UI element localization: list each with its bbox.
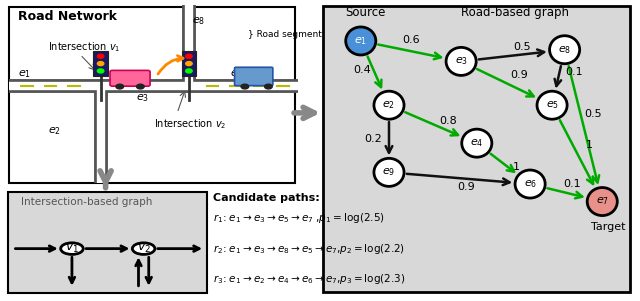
Text: 0.5: 0.5	[513, 42, 531, 52]
FancyBboxPatch shape	[93, 51, 108, 76]
Text: $r_2$: $e_1 \rightarrow e_3 \rightarrow e_8 \rightarrow e_5 \rightarrow e_7$,$p_: $r_2$: $e_1 \rightarrow e_3 \rightarrow …	[213, 242, 405, 256]
Circle shape	[186, 62, 192, 66]
FancyBboxPatch shape	[235, 67, 273, 85]
Circle shape	[186, 54, 192, 58]
Circle shape	[61, 243, 83, 254]
Text: $e_2$: $e_2$	[383, 99, 396, 111]
Text: $e_5$: $e_5$	[545, 99, 559, 111]
Text: Target: Target	[591, 222, 626, 232]
Text: $e_1$: $e_1$	[354, 35, 367, 47]
Text: $e_1$: $e_1$	[18, 68, 31, 80]
Text: 0.9: 0.9	[457, 182, 475, 192]
Circle shape	[446, 47, 476, 76]
Text: $e_5$: $e_5$	[230, 68, 243, 80]
Circle shape	[241, 84, 249, 89]
Circle shape	[515, 170, 545, 198]
Circle shape	[346, 27, 376, 55]
Circle shape	[97, 54, 104, 58]
Circle shape	[97, 62, 104, 66]
Circle shape	[374, 91, 404, 119]
Text: 0.8: 0.8	[440, 116, 458, 126]
Circle shape	[116, 84, 124, 89]
Text: $v_2$: $v_2$	[136, 242, 150, 255]
Circle shape	[186, 69, 192, 73]
Circle shape	[136, 84, 144, 89]
Text: 0.2: 0.2	[364, 134, 382, 144]
Text: $e_9$: $e_9$	[382, 166, 396, 178]
Text: Road-based graph: Road-based graph	[461, 6, 569, 19]
Text: $e_6$: $e_6$	[524, 178, 537, 190]
Circle shape	[374, 158, 404, 186]
Circle shape	[264, 84, 272, 89]
FancyBboxPatch shape	[323, 6, 630, 292]
Circle shape	[587, 188, 618, 216]
Text: Candidate paths:: Candidate paths:	[213, 193, 320, 203]
Text: 0.9: 0.9	[510, 70, 528, 79]
Circle shape	[461, 129, 492, 157]
Text: 0.6: 0.6	[402, 35, 420, 45]
Text: $v_1$: $v_1$	[65, 242, 79, 255]
FancyBboxPatch shape	[182, 51, 196, 76]
Text: Source: Source	[345, 6, 385, 19]
Text: } Road segment: } Road segment	[248, 30, 322, 39]
Text: 0.1: 0.1	[564, 179, 581, 189]
Circle shape	[537, 91, 567, 119]
FancyBboxPatch shape	[8, 192, 207, 293]
FancyBboxPatch shape	[110, 70, 150, 86]
Text: 1: 1	[586, 140, 593, 150]
Text: $e_8$: $e_8$	[558, 44, 572, 56]
Text: $e_3$: $e_3$	[454, 55, 468, 67]
Text: 0.1: 0.1	[565, 67, 583, 77]
Circle shape	[97, 69, 104, 73]
Text: Intersection $v_2$: Intersection $v_2$	[154, 117, 226, 131]
Text: 0.5: 0.5	[584, 109, 602, 119]
Text: 0.4: 0.4	[353, 65, 371, 75]
Text: $e_4$: $e_4$	[470, 137, 483, 149]
Text: $r_3$: $e_1 \rightarrow e_2 \rightarrow e_4 \rightarrow e_6 \rightarrow e_7$,$p_: $r_3$: $e_1 \rightarrow e_2 \rightarrow …	[213, 272, 406, 286]
Circle shape	[550, 36, 580, 64]
Text: $e_2$: $e_2$	[47, 126, 61, 138]
Text: $e_8$: $e_8$	[192, 15, 205, 27]
Text: 1: 1	[513, 162, 520, 172]
FancyBboxPatch shape	[10, 7, 295, 183]
Text: Intersection $v_1$: Intersection $v_1$	[47, 40, 120, 54]
Text: $e_3$: $e_3$	[136, 93, 149, 104]
Circle shape	[132, 243, 155, 254]
Text: Intersection-based graph: Intersection-based graph	[20, 197, 152, 207]
Text: $r_1$: $e_1 \rightarrow e_3 \rightarrow e_5 \rightarrow e_7$ ,$p_1 = \log(2.5)$: $r_1$: $e_1 \rightarrow e_3 \rightarrow …	[213, 211, 385, 225]
Text: $e_7$: $e_7$	[596, 196, 609, 207]
Text: Road Network: Road Network	[18, 10, 117, 23]
